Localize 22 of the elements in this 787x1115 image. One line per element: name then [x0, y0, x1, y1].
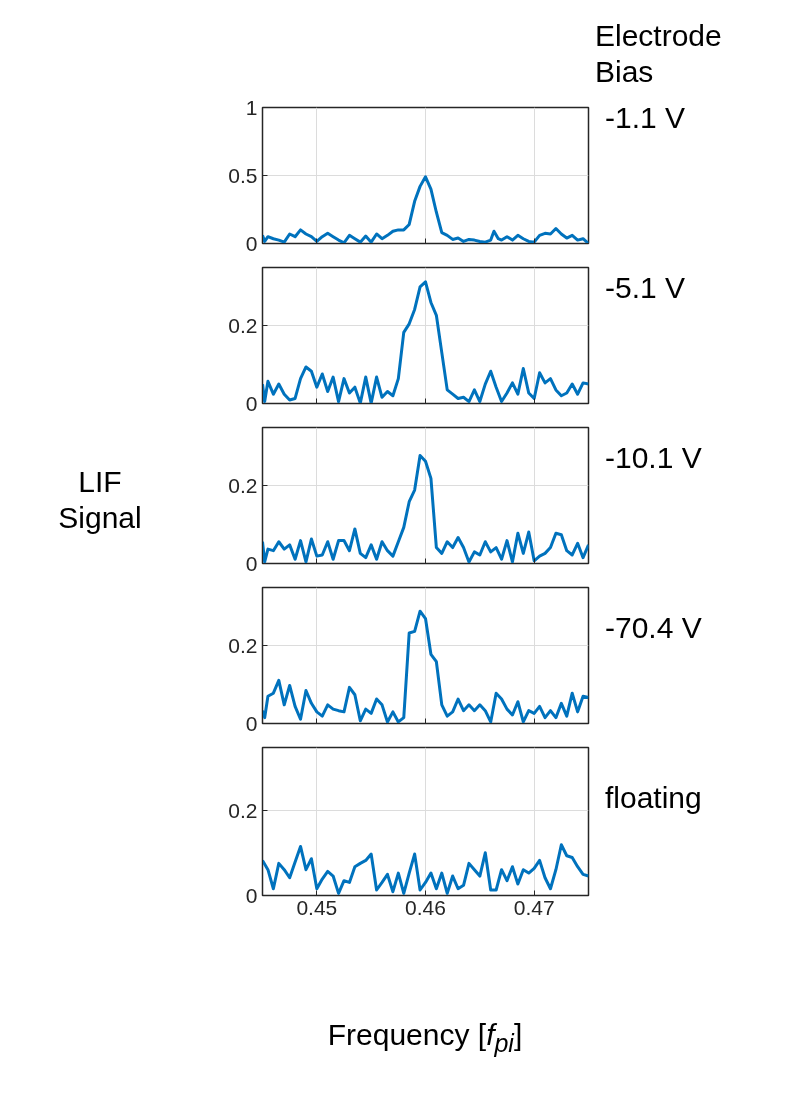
text: -5.1 V: [605, 270, 687, 306]
text: Electrode Bias: [595, 18, 723, 90]
y-axis-title: LIF Signal: [57, 464, 143, 536]
text: -10.1 V: [605, 440, 703, 476]
y-tick-label: 0.2: [228, 473, 258, 497]
x-tick-label: 0.46: [405, 895, 446, 919]
x-tick-label: 0.47: [513, 895, 555, 919]
y-tick-label: 0.2: [228, 798, 258, 822]
y-tick-label: 0: [245, 231, 258, 255]
y-tick-label: 0.2: [228, 313, 258, 337]
y-tick-label: 1: [245, 95, 258, 119]
text: -1.1 V: [605, 100, 687, 136]
y-tick-label: 0: [245, 711, 258, 735]
x-axis-title: Frequency [f$_{pi}$]: [326, 1017, 524, 1058]
series-label: -70.4 V: [605, 610, 703, 646]
y-tick-label: 0: [245, 391, 258, 415]
x-tick-label: 0.45: [296, 895, 338, 919]
y-tick-label: 0.5: [228, 163, 258, 187]
y-tick-label: 0.2: [228, 633, 258, 657]
y-tick-label: 0: [245, 551, 258, 575]
series-label: floating: [605, 780, 703, 816]
y-tick-label: 0: [245, 883, 258, 907]
